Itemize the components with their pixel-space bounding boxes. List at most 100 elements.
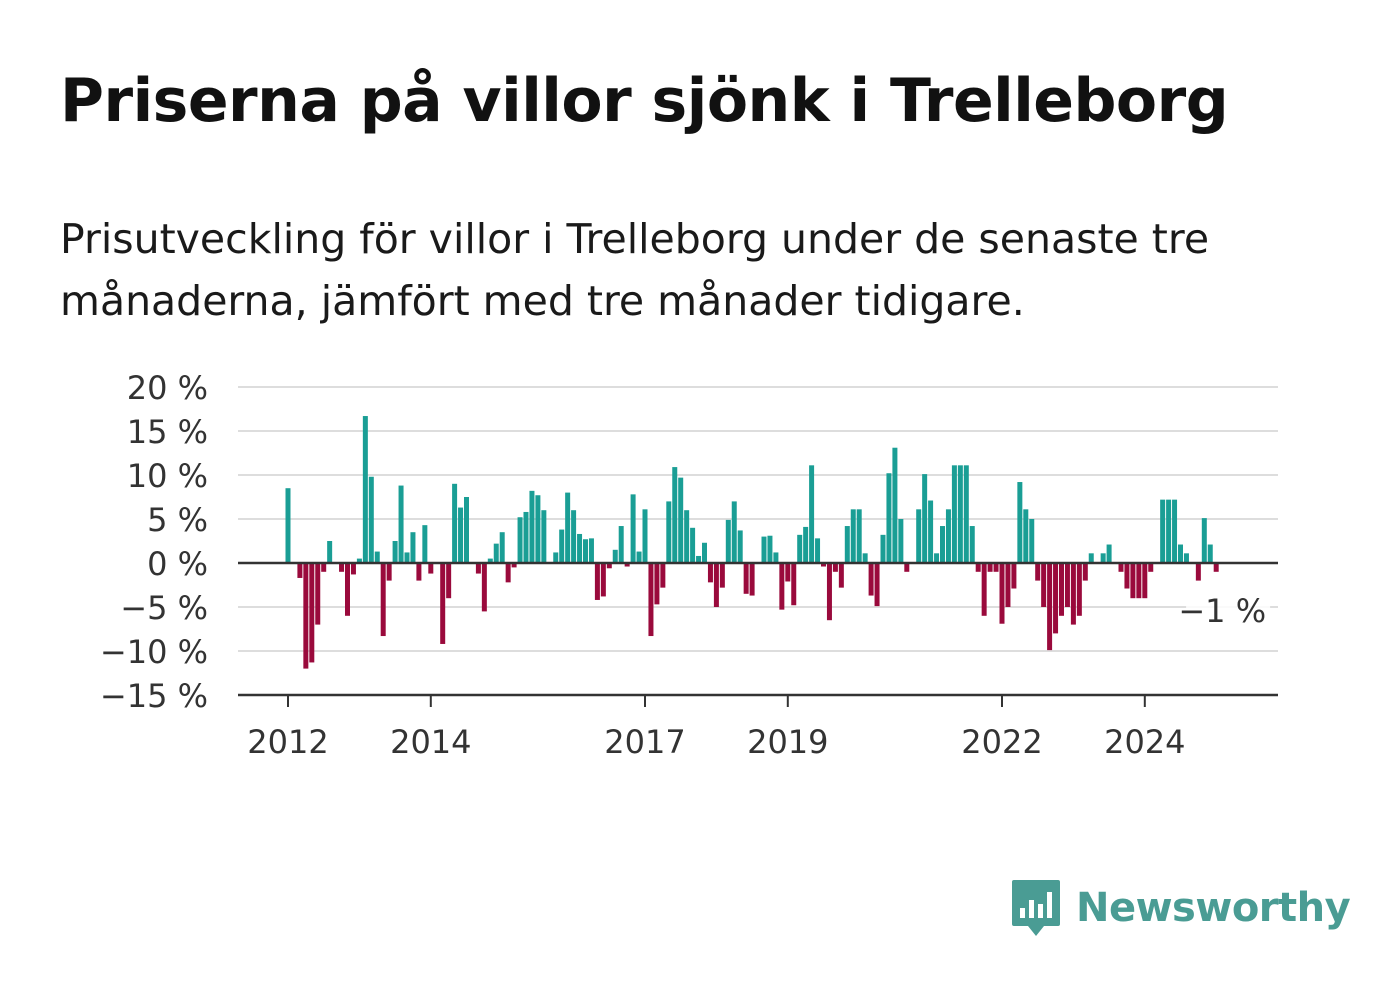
bar <box>493 543 499 563</box>
bar <box>1047 563 1053 651</box>
bar <box>1136 563 1142 599</box>
bar <box>648 563 654 637</box>
bar <box>832 563 838 572</box>
bar <box>892 447 898 563</box>
bar <box>1195 563 1201 581</box>
bar <box>339 563 345 572</box>
y-tick-label: 10 % <box>127 457 208 495</box>
bar <box>452 483 458 563</box>
bar <box>981 563 987 616</box>
bar <box>1178 544 1183 563</box>
bar <box>392 541 398 563</box>
bar <box>321 563 327 572</box>
bar <box>1059 563 1064 616</box>
bar <box>922 474 928 563</box>
y-tick-label: 0 % <box>147 545 208 583</box>
bar <box>553 552 559 563</box>
bar <box>886 473 892 563</box>
bar <box>362 416 368 563</box>
bar <box>880 534 886 563</box>
newsworthy-logo: Newsworthy <box>1010 878 1351 938</box>
bar <box>654 563 660 605</box>
bar <box>1064 563 1070 607</box>
bar <box>600 563 606 597</box>
bar <box>785 563 791 582</box>
bar <box>297 563 303 578</box>
bar <box>618 526 624 563</box>
y-tick-label: −15 % <box>100 677 208 715</box>
bar <box>696 555 702 563</box>
bar <box>529 490 535 563</box>
x-tick-label: 2017 <box>604 723 685 761</box>
bar <box>862 553 868 563</box>
bar <box>428 563 434 574</box>
bar <box>678 477 684 563</box>
bar <box>874 563 880 607</box>
bar <box>779 563 785 610</box>
bar <box>904 563 910 572</box>
bar <box>993 563 999 572</box>
bar <box>773 552 779 563</box>
bar-chart: −15 % −10 % −5 % 0 % 5 % 10 % 15 % 20 % 2012 2014… <box>100 369 1278 761</box>
bar <box>767 535 773 563</box>
bar <box>987 563 993 572</box>
annotation-background <box>1186 589 1271 630</box>
bar <box>660 563 666 588</box>
x-tick-label: 2014 <box>390 723 471 761</box>
bar <box>1172 499 1178 563</box>
bar <box>1035 563 1041 581</box>
bar <box>975 563 981 572</box>
bar <box>368 476 374 563</box>
bar <box>719 563 725 588</box>
bar <box>761 536 767 563</box>
bar <box>1160 499 1166 563</box>
bar <box>707 563 713 583</box>
bar <box>898 519 904 563</box>
bar <box>1207 544 1213 563</box>
bar <box>1041 563 1047 607</box>
brand-name: Newsworthy <box>1076 885 1351 931</box>
bar <box>559 529 565 563</box>
bar <box>505 563 511 583</box>
bar <box>481 563 487 612</box>
bar <box>666 501 672 563</box>
bar <box>743 563 749 594</box>
bar <box>523 511 529 563</box>
x-tick-label: 2024 <box>1104 723 1185 761</box>
bar <box>535 495 541 563</box>
y-tick-label: −10 % <box>100 633 208 671</box>
bar-chart-speech-bubble-icon <box>1012 880 1060 936</box>
bar <box>713 563 719 607</box>
y-tick-label: −5 % <box>120 589 208 627</box>
bar <box>1183 553 1189 563</box>
bar <box>1005 563 1011 607</box>
bar <box>327 541 333 563</box>
bar <box>1166 499 1172 563</box>
bar <box>440 563 446 644</box>
bar <box>1124 563 1130 589</box>
bar <box>356 558 362 563</box>
bar <box>636 551 642 563</box>
bar <box>951 465 957 563</box>
bar <box>1076 563 1082 616</box>
bar <box>422 525 428 563</box>
bar <box>934 553 940 563</box>
bar <box>1148 563 1154 572</box>
bar <box>630 494 636 563</box>
y-tick-label: 20 % <box>127 369 208 407</box>
bar <box>458 507 464 563</box>
bar <box>583 539 588 563</box>
bar <box>386 563 392 581</box>
bar <box>594 563 600 600</box>
bar <box>511 563 517 568</box>
x-tick-label: 2019 <box>747 723 828 761</box>
bar <box>1017 482 1023 563</box>
bar <box>1201 518 1207 563</box>
bar <box>690 527 696 563</box>
bar <box>577 533 583 563</box>
bar <box>588 538 594 563</box>
bar <box>517 517 523 563</box>
bar <box>940 526 945 563</box>
bar <box>850 509 856 563</box>
bar <box>541 510 547 563</box>
